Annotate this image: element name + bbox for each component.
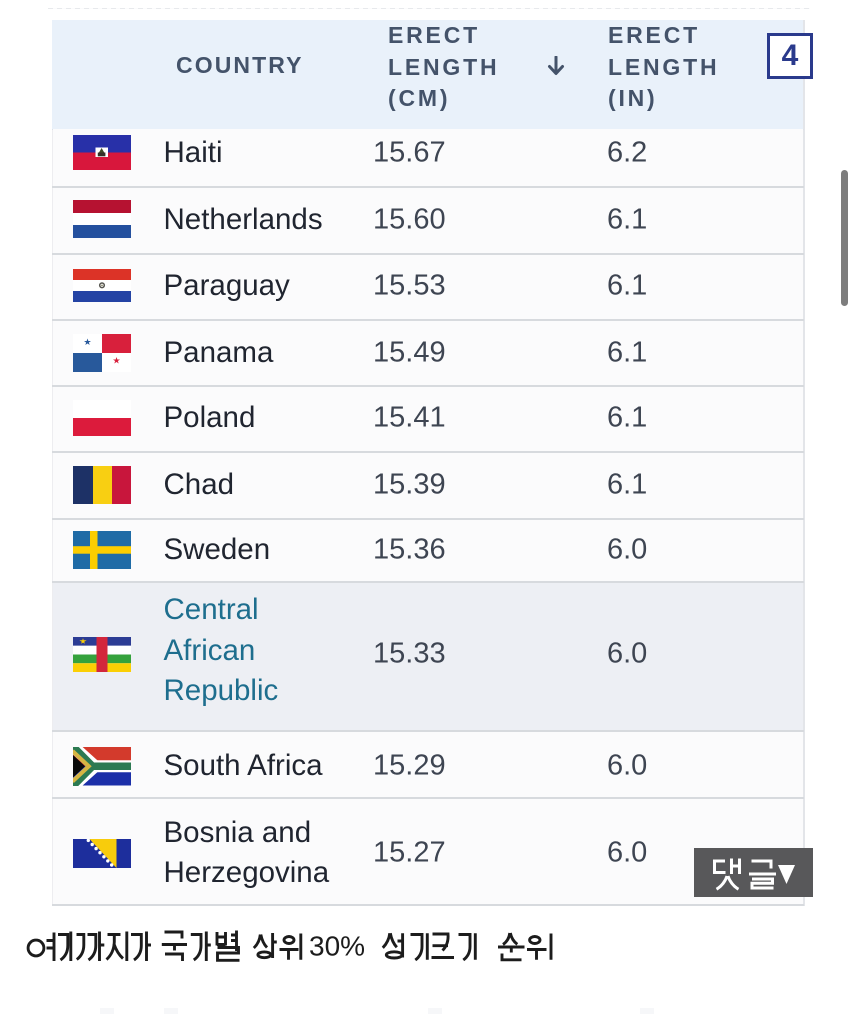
svg-text:30%: 30% [309, 931, 365, 962]
